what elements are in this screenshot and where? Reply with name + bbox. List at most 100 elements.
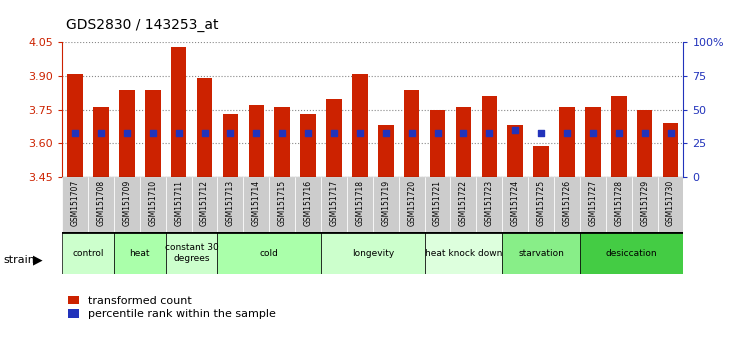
Bar <box>269 177 295 232</box>
Text: GDS2830 / 143253_at: GDS2830 / 143253_at <box>66 18 219 32</box>
Point <box>354 130 366 136</box>
Bar <box>62 232 114 274</box>
Text: GSM151728: GSM151728 <box>614 180 624 226</box>
Bar <box>192 177 218 232</box>
Bar <box>166 177 192 232</box>
Text: GSM151712: GSM151712 <box>200 180 209 226</box>
Point <box>664 130 676 136</box>
Point <box>328 130 340 136</box>
Bar <box>632 177 658 232</box>
Point <box>613 130 624 136</box>
Point <box>302 130 314 136</box>
Bar <box>534 145 549 177</box>
Point <box>199 130 211 136</box>
Text: GSM151707: GSM151707 <box>71 180 80 226</box>
Bar <box>114 232 166 274</box>
Text: GSM151721: GSM151721 <box>433 180 442 226</box>
Text: constant 30
degrees: constant 30 degrees <box>164 244 219 263</box>
Bar <box>528 177 554 232</box>
Bar <box>373 177 398 232</box>
Bar <box>404 90 420 177</box>
Point <box>251 130 262 136</box>
Text: ▶: ▶ <box>33 254 42 267</box>
Text: GSM151708: GSM151708 <box>96 180 105 226</box>
Point <box>535 130 547 136</box>
Bar <box>114 177 140 232</box>
Bar <box>295 177 321 232</box>
Bar <box>611 96 626 177</box>
Bar <box>637 110 652 177</box>
Bar <box>145 90 161 177</box>
Bar <box>94 108 109 177</box>
Bar <box>243 177 269 232</box>
Point <box>458 130 469 136</box>
Text: desiccation: desiccation <box>606 249 657 258</box>
Text: GSM151714: GSM151714 <box>251 180 261 226</box>
Bar <box>482 96 497 177</box>
Bar <box>119 90 135 177</box>
Point <box>561 130 573 136</box>
Point <box>147 130 159 136</box>
Text: GSM151722: GSM151722 <box>459 180 468 226</box>
Text: GSM151730: GSM151730 <box>666 180 675 226</box>
Bar <box>218 232 321 274</box>
Bar <box>425 177 450 232</box>
Bar <box>274 108 290 177</box>
Point <box>224 130 236 136</box>
Bar <box>352 74 368 177</box>
Bar <box>663 123 678 177</box>
Point <box>69 130 81 136</box>
Bar <box>326 98 342 177</box>
Text: GSM151725: GSM151725 <box>537 180 545 226</box>
Bar <box>171 47 186 177</box>
Bar <box>398 177 425 232</box>
Text: GSM151715: GSM151715 <box>278 180 287 226</box>
Bar <box>347 177 373 232</box>
Legend: transformed count, percentile rank within the sample: transformed count, percentile rank withi… <box>68 296 276 319</box>
Text: strain: strain <box>4 255 36 265</box>
Point <box>432 130 444 136</box>
Bar <box>580 232 683 274</box>
Point <box>95 130 107 136</box>
Bar <box>62 177 88 232</box>
Text: GSM151724: GSM151724 <box>511 180 520 226</box>
Bar <box>658 177 683 232</box>
Text: GSM151719: GSM151719 <box>382 180 390 226</box>
Point <box>639 130 651 136</box>
Text: GSM151727: GSM151727 <box>588 180 597 226</box>
Bar <box>425 232 502 274</box>
Bar <box>450 177 477 232</box>
Text: cold: cold <box>260 249 279 258</box>
Bar <box>502 232 580 274</box>
Bar <box>378 125 393 177</box>
Point <box>587 130 599 136</box>
Text: GSM151723: GSM151723 <box>485 180 494 226</box>
Point <box>483 130 495 136</box>
Text: GSM151710: GSM151710 <box>148 180 157 226</box>
Bar <box>580 177 606 232</box>
Bar <box>249 105 264 177</box>
Point <box>380 130 392 136</box>
Point <box>510 127 521 133</box>
Text: GSM151720: GSM151720 <box>407 180 416 226</box>
Text: GSM151716: GSM151716 <box>303 180 313 226</box>
Bar <box>430 110 445 177</box>
Bar <box>507 125 523 177</box>
Bar <box>218 177 243 232</box>
Text: GSM151709: GSM151709 <box>122 180 132 226</box>
Bar <box>559 108 575 177</box>
Bar <box>321 232 425 274</box>
Bar <box>88 177 114 232</box>
Bar <box>223 114 238 177</box>
Bar <box>606 177 632 232</box>
Bar <box>321 177 347 232</box>
Point <box>173 130 184 136</box>
Bar <box>502 177 528 232</box>
Bar <box>455 108 471 177</box>
Bar <box>67 74 83 177</box>
Text: GSM151717: GSM151717 <box>330 180 338 226</box>
Text: GSM151711: GSM151711 <box>174 180 183 226</box>
Text: control: control <box>72 249 104 258</box>
Bar <box>197 78 212 177</box>
Bar <box>554 177 580 232</box>
